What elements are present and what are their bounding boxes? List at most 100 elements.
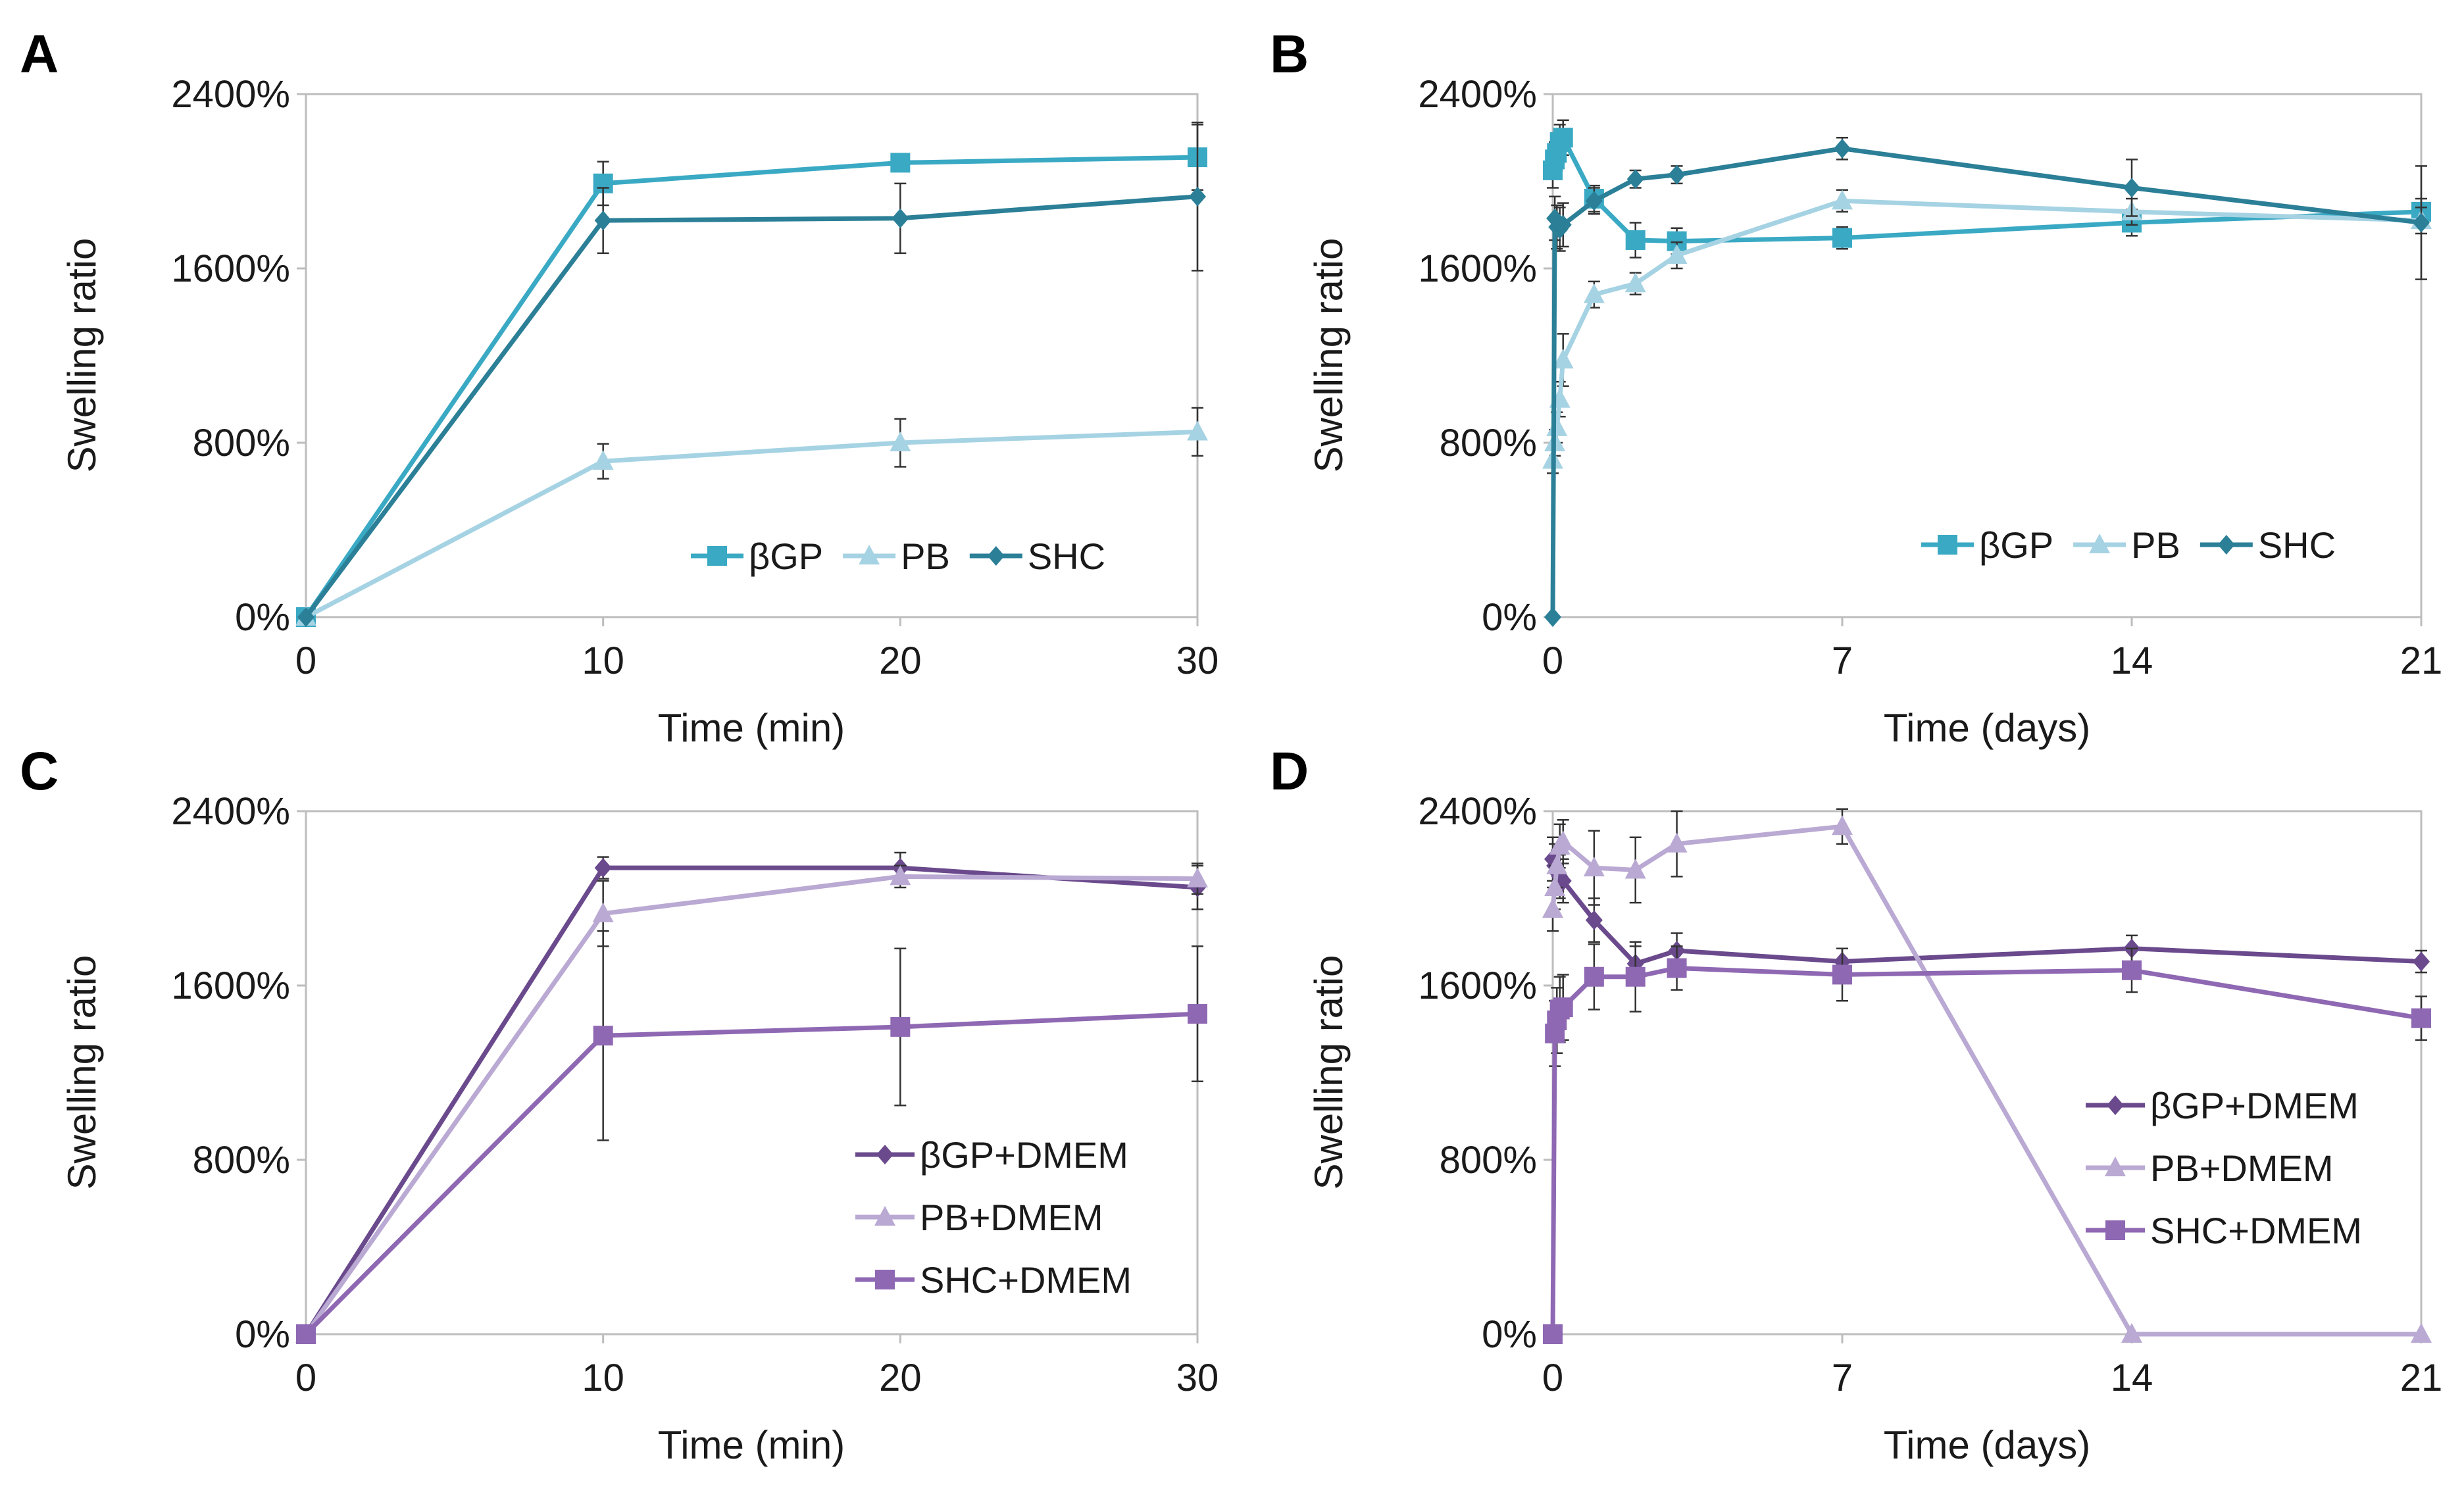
panel-a-xtick-label: 10 <box>582 639 624 682</box>
panel-c-legend-swatch-marker <box>874 1206 895 1226</box>
panel-a-betagp-point <box>890 153 911 173</box>
panel-c-xtick-label: 20 <box>879 1357 922 1399</box>
panel-b-legend-swatch-marker <box>2089 534 2111 553</box>
panel-b-legend-swatch-marker <box>2217 535 2235 555</box>
panel-b-series-shc <box>1544 137 2430 627</box>
panel-b-betagp-point <box>1625 230 1646 250</box>
panel-c-label: C <box>20 741 59 801</box>
panel-d-ytick-label: 800% <box>1440 1139 1537 1182</box>
panel-d-ytick-label: 2400% <box>1418 790 1537 833</box>
panel-d-pb-dmem-point <box>2121 1323 2142 1343</box>
panel-c-shc-dmem-point <box>1188 1004 1207 1024</box>
panel-d-pb-dmem-point <box>1542 898 1563 918</box>
panel-d-pb-dmem-point <box>1832 815 1853 836</box>
panel-b-ytick-label: 0% <box>1482 596 1537 639</box>
panel-d-ytick-label: 0% <box>1482 1313 1537 1356</box>
panel-d-pb-dmem-point <box>1546 854 1568 874</box>
panel-d-legend-item-shc-dmem: SHC+DMEM <box>2086 1210 2362 1251</box>
panel-b-shc-point <box>1554 214 1572 235</box>
panel-c-legend-item-pb-dmem: PB+DMEM <box>855 1197 1103 1238</box>
panel-d-shc-dmem-point <box>2122 960 2142 980</box>
panel-a-xtick-label: 0 <box>295 639 316 682</box>
panel-b-ytick-label: 2400% <box>1418 73 1537 116</box>
panel-b-ytick-label: 1600% <box>1418 247 1537 290</box>
panel-c-legend-item-shc-dmem: SHC+DMEM <box>855 1259 1132 1301</box>
panel-c-legend-item-betagp-dmem: βGP+DMEM <box>855 1134 1128 1176</box>
panel-a-series-pb <box>295 407 1208 626</box>
panel-c-shc-dmem-line <box>304 1011 1198 1336</box>
panel-a-legend-label: βGP <box>749 536 823 577</box>
panel-d-xtick-label: 7 <box>1832 1357 1853 1399</box>
panel-c-legend-label: βGP+DMEM <box>920 1134 1128 1176</box>
panel-a-betagp-line <box>304 155 1198 618</box>
panel-a-legend-item-shc: SHC <box>969 536 1105 577</box>
panel-b-shc-point <box>1544 607 1561 627</box>
panel-a-shc-point <box>594 211 612 231</box>
panel-b-legend-label: SHC <box>2258 524 2336 566</box>
panel-c-y-axis-title: Swelling ratio <box>60 955 104 1190</box>
panel-d: D 0% 800% 1600% 2400% 0 7 14 21 Time (days) Sw… <box>1270 741 2442 1467</box>
panel-b-legend-swatch-marker <box>1938 535 1957 555</box>
panel-d-shc-dmem-point <box>1667 958 1687 978</box>
panel-d-shc-dmem-point <box>1584 966 1604 987</box>
panel-d-legend-swatch-marker <box>2105 1157 2126 1176</box>
panel-c-xtick-label: 30 <box>1176 1357 1219 1399</box>
panel-a-legend-swatch-marker <box>987 546 1005 566</box>
panel-b-ytick-label: 800% <box>1440 422 1537 464</box>
panel-b-legend-label: PB <box>2131 524 2180 566</box>
panel-a-label: A <box>20 24 59 84</box>
panel-d-legend-label: βGP+DMEM <box>2150 1085 2359 1126</box>
panel-c-plot-frame <box>305 810 1199 1336</box>
panel-d-pb-dmem-point <box>1552 830 1574 851</box>
panel-a-shc-point <box>297 607 314 627</box>
panel-d-legend-swatch-marker <box>2105 1220 2125 1240</box>
panel-d-betagp-dmem-point <box>2413 951 2430 972</box>
panel-d-legend-label: PB+DMEM <box>2150 1147 2334 1189</box>
panel-c-betagp-dmem-point <box>594 858 612 878</box>
panel-d-shc-dmem-point <box>1625 966 1646 987</box>
panel-a-legend-label: PB <box>901 536 950 577</box>
panel-b-x-axis-title: Time (days) <box>1884 706 2090 750</box>
panel-d-legend: βGP+DMEM PB+DMEM SHC+DMEM <box>2086 1085 2362 1251</box>
panel-b-pb-point <box>1832 189 1853 210</box>
panel-c-shc-dmem-point <box>890 1016 911 1037</box>
panel-b-pb-point <box>1666 244 1688 264</box>
panel-a-xtick-label: 30 <box>1176 639 1219 682</box>
panel-c-legend-swatch-marker <box>875 1270 895 1289</box>
panel-b-y-axis-title: Swelling ratio <box>1307 238 1351 473</box>
panel-a-ytick-label: 2400% <box>171 73 290 116</box>
panel-a-series-shc <box>297 121 1206 627</box>
panel-b-legend-item-shc: SHC <box>2200 524 2336 566</box>
panel-a-ytick-label: 0% <box>235 596 290 639</box>
panel-a-shc-point <box>892 208 909 228</box>
panel-b-shc-point <box>1668 164 1686 185</box>
panel-d-legend-item-betagp-dmem: βGP+DMEM <box>2086 1085 2359 1126</box>
panel-d-shc-dmem-point <box>1553 997 1573 1018</box>
panel-a-legend-swatch-marker <box>707 546 727 566</box>
panel-c-legend-swatch-marker <box>876 1145 893 1164</box>
panel-b: B 0% 800% 1600% 2400% 0 7 14 21 Time (days) Sw… <box>1270 24 2442 750</box>
panel-d-y-axis-title: Swelling ratio <box>1307 955 1351 1190</box>
panel-a-pb-point <box>890 432 911 451</box>
panel-b-legend-item-pb: PB <box>2073 524 2180 566</box>
panel-b-xtick-label: 7 <box>1832 639 1853 682</box>
panel-d-xtick-label: 21 <box>2400 1357 2443 1399</box>
panel-d-series-shc-dmem <box>1543 941 2431 1344</box>
panel-b-shc-point <box>1834 138 1851 159</box>
panel-b-betagp-point <box>1832 228 1852 248</box>
panel-c-xtick-label: 10 <box>582 1357 624 1399</box>
panel-c-pb-dmem-point <box>1187 867 1208 887</box>
panel-d-pb-dmem-point <box>2411 1323 2432 1343</box>
panel-a-shc-line <box>304 194 1198 619</box>
panel-d-xtick-label: 0 <box>1542 1357 1563 1399</box>
panel-b-shc-point <box>1585 191 1603 211</box>
panel-d-ytick-label: 1600% <box>1418 964 1537 1007</box>
panel-c-shc-dmem-point <box>593 1026 613 1046</box>
panel-b-pb-point <box>1546 416 1568 436</box>
panel-c-pb-dmem-point <box>890 865 911 886</box>
panel-a-pb-point <box>1187 420 1208 441</box>
panel-b-pb-point <box>1624 272 1646 293</box>
panel-c-pb-dmem-line <box>304 874 1198 1336</box>
panel-c-series-shc-dmem <box>296 930 1207 1344</box>
panel-b-betagp-point <box>1553 128 1573 148</box>
